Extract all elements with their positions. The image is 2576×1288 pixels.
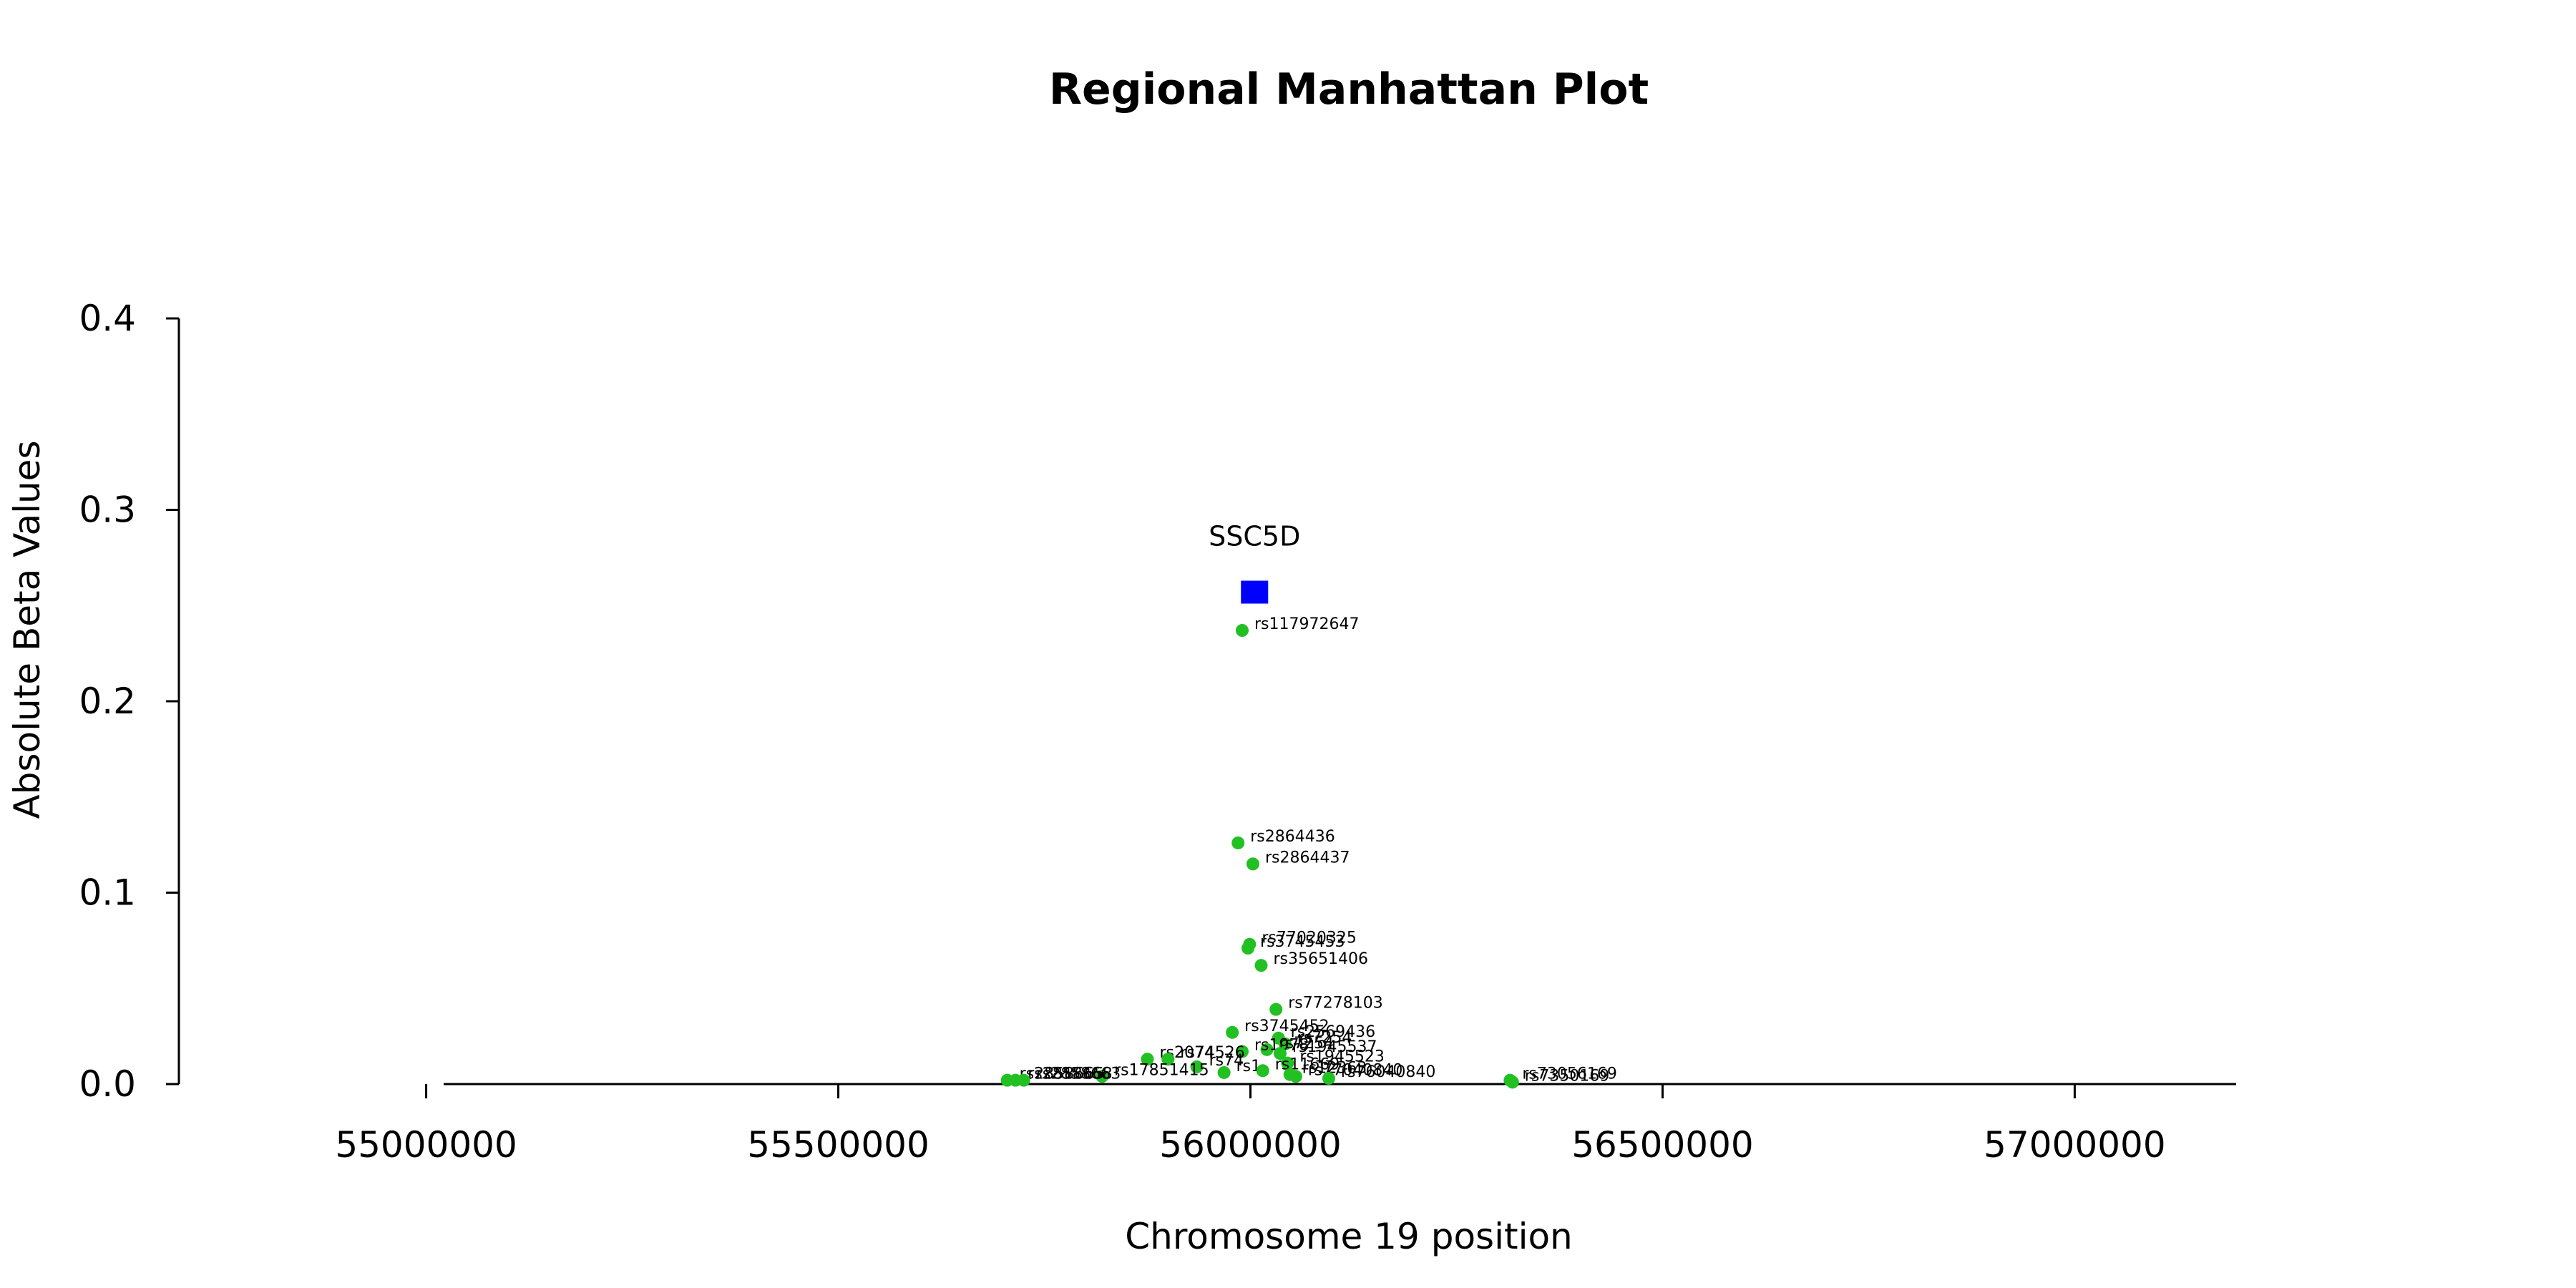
x-tick-label: 56000000 xyxy=(1159,1124,1342,1166)
snp-point xyxy=(1246,857,1259,871)
snp-label: rs1945537 xyxy=(1292,1038,1377,1056)
snp-point xyxy=(1273,1047,1287,1060)
snp-label: rs2858663 xyxy=(1036,1065,1121,1083)
snp-point xyxy=(1278,1037,1292,1050)
snp-label: rs17851415 xyxy=(1114,1061,1209,1079)
snp-point xyxy=(1141,1053,1154,1066)
snp-label: rs2569436 xyxy=(1291,1023,1376,1041)
snp-label: rs35651406 xyxy=(1273,950,1367,968)
y-tick-label: 0.3 xyxy=(79,489,136,531)
snp-label: rs2858665 xyxy=(1020,1065,1105,1083)
snp-label: rs76040840 xyxy=(1341,1063,1435,1081)
snp-label: rs77278103 xyxy=(1288,995,1382,1013)
snp-point xyxy=(1269,1002,1283,1016)
snp-label: rs2864437 xyxy=(1265,849,1350,867)
x-tick-label: 55500000 xyxy=(747,1124,930,1166)
snp-point xyxy=(1260,1043,1274,1056)
snp-label: rs7254 xyxy=(1297,1029,1352,1047)
x-axis-label: Chromosome 19 position xyxy=(1125,1216,1573,1257)
snp-point xyxy=(1096,1070,1109,1083)
snp-point xyxy=(1190,1060,1204,1073)
snp-point xyxy=(1506,1075,1519,1089)
snp-label: rs77020325 xyxy=(1262,930,1356,947)
snp-label: rs1945523 xyxy=(1299,1048,1385,1066)
x-tick-label: 56500000 xyxy=(1571,1124,1754,1166)
snp-points: rs117972647rs2864436rs2864437rs77020325r… xyxy=(1000,615,1617,1089)
snp-label: rs7350169 xyxy=(1525,1067,1610,1085)
snp-label: rs3745453 xyxy=(1260,933,1345,951)
y-tick-label: 0.0 xyxy=(79,1063,136,1105)
snp-label: rs3745452 xyxy=(1244,1018,1330,1035)
snp-point xyxy=(1322,1071,1335,1085)
x-tick-label: 57000000 xyxy=(1984,1124,2166,1166)
gene-marker-group: SSC5D xyxy=(1209,521,1300,604)
snp-point xyxy=(1256,1064,1269,1078)
snp-label: rs74526 xyxy=(1180,1044,1245,1062)
snp-label: rs117972647 xyxy=(1254,615,1359,633)
snp-label: rs73056169 xyxy=(1522,1065,1616,1083)
x-tick-label: 55000000 xyxy=(335,1124,517,1166)
gene-label: SSC5D xyxy=(1209,521,1300,552)
y-tick-label: 0.2 xyxy=(79,680,136,722)
snp-point xyxy=(1226,1025,1239,1039)
snp-point xyxy=(1161,1053,1175,1066)
chart-title: Regional Manhattan Plot xyxy=(1049,64,1649,114)
snp-label: rs2864436 xyxy=(1250,828,1335,846)
y-axis-label: Absolute Beta Values xyxy=(6,441,48,819)
snp-point xyxy=(1281,1056,1294,1070)
y-tick-label: 0.1 xyxy=(79,872,136,914)
snp-point xyxy=(1254,959,1268,972)
gene-marker xyxy=(1241,580,1269,604)
snp-point xyxy=(1241,942,1255,955)
snp-point xyxy=(1289,1070,1302,1083)
snp-label: rs7254 xyxy=(1279,1035,1335,1053)
snp-point xyxy=(1235,624,1249,638)
y-axis-ticks: 0.0 0.1 0.2 0.3 0.4 xyxy=(79,298,179,1105)
snp-point xyxy=(1231,836,1245,849)
snp-point xyxy=(1235,1045,1249,1058)
snp-label: rs12363 xyxy=(1302,1060,1367,1078)
snp-point xyxy=(1017,1073,1030,1087)
x-axis-ticks: 55000000 55500000 56000000 56500000 57000000 xyxy=(335,1084,2166,1166)
y-tick-label: 0.4 xyxy=(79,298,136,339)
snp-label: rs2858668 xyxy=(1028,1065,1113,1083)
snp-point xyxy=(1217,1065,1231,1079)
